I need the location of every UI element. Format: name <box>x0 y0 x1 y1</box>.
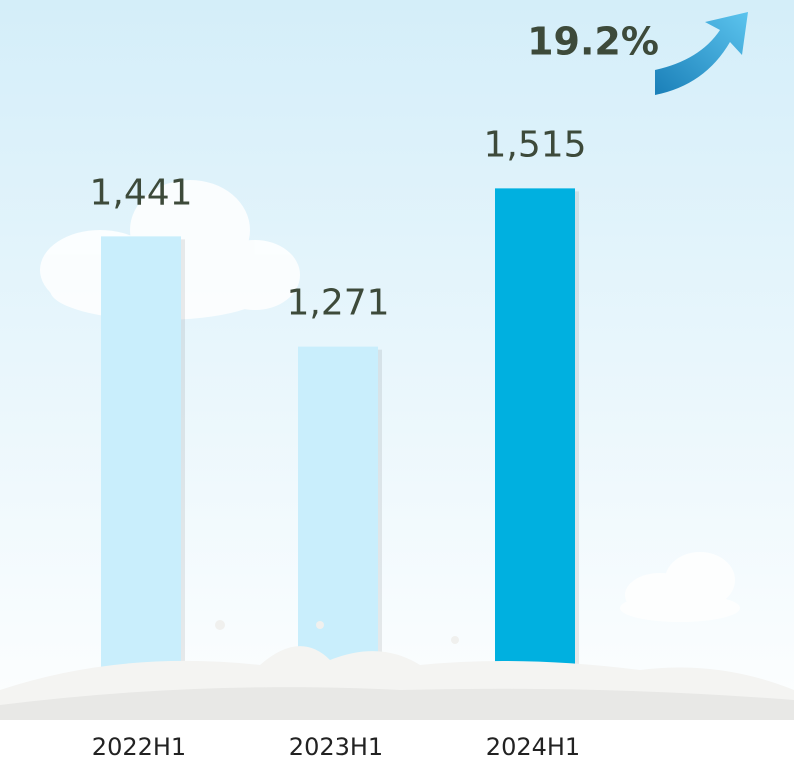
value-label: 1,271 <box>286 283 389 324</box>
value-label: 1,515 <box>483 124 586 165</box>
chart: 19.2% 1,441 2022H1 1,271 2023H1 1,515 2024H1 <box>0 0 794 758</box>
x-tick-label: 2022H1 <box>92 733 186 758</box>
bar <box>495 188 575 720</box>
x-tick-label: 2024H1 <box>486 733 580 758</box>
x-tick-label: 2023H1 <box>289 733 383 758</box>
value-label: 1,441 <box>89 172 192 213</box>
page: {"chart_data": {"type": "bar", "categori… <box>0 0 794 758</box>
bar <box>101 236 181 720</box>
growth-annotation: 19.2% <box>527 20 659 64</box>
